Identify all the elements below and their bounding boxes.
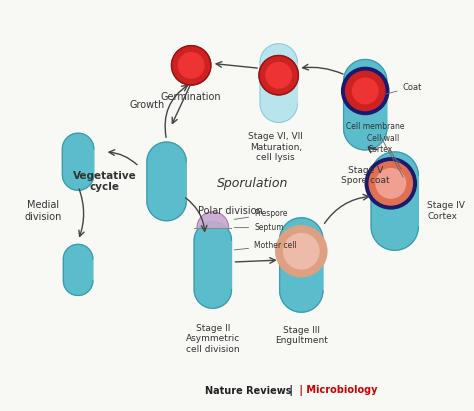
Circle shape (259, 55, 298, 95)
Text: |: | (286, 385, 297, 396)
Circle shape (283, 233, 319, 269)
Circle shape (178, 53, 204, 78)
Text: Germination: Germination (161, 92, 221, 102)
Text: Stage V
Spore coat: Stage V Spore coat (341, 166, 390, 185)
Circle shape (346, 71, 385, 111)
Text: Coat: Coat (386, 83, 422, 94)
Circle shape (369, 162, 412, 205)
Text: Septum: Septum (234, 223, 284, 232)
Text: Prespore: Prespore (234, 209, 288, 219)
Polygon shape (147, 142, 186, 221)
Polygon shape (371, 152, 419, 250)
Polygon shape (197, 212, 228, 228)
Text: Growth: Growth (129, 100, 164, 110)
Text: Cell wall: Cell wall (367, 134, 401, 169)
Circle shape (172, 46, 211, 85)
Text: Stage II
Asymmetric
cell division: Stage II Asymmetric cell division (186, 324, 240, 354)
Text: Sporulation: Sporulation (217, 177, 288, 190)
Text: Stage III
Engultment: Stage III Engultment (275, 326, 328, 345)
Text: Cortex: Cortex (367, 145, 400, 162)
Text: Mother cell: Mother cell (234, 241, 297, 250)
Text: | Microbiology: | Microbiology (296, 385, 378, 396)
Polygon shape (64, 245, 93, 296)
Text: Cell membrane: Cell membrane (346, 122, 404, 177)
Circle shape (376, 169, 406, 198)
Circle shape (266, 62, 292, 88)
Text: Nature Reviews: Nature Reviews (205, 386, 292, 396)
Polygon shape (260, 44, 297, 122)
Text: Medial
division: Medial division (24, 200, 61, 222)
Text: Vegetative
cycle: Vegetative cycle (73, 171, 137, 192)
Polygon shape (194, 222, 231, 308)
Circle shape (353, 78, 378, 104)
Circle shape (365, 158, 416, 209)
Polygon shape (280, 218, 323, 312)
Text: Stage VI, VII
Maturation,
cell lysis: Stage VI, VII Maturation, cell lysis (248, 132, 303, 162)
Circle shape (276, 226, 327, 277)
Text: Stage IV
Cortex: Stage IV Cortex (427, 201, 465, 221)
Circle shape (342, 67, 389, 115)
Text: Polar division: Polar division (198, 206, 263, 216)
Polygon shape (344, 60, 387, 150)
Polygon shape (63, 133, 94, 190)
